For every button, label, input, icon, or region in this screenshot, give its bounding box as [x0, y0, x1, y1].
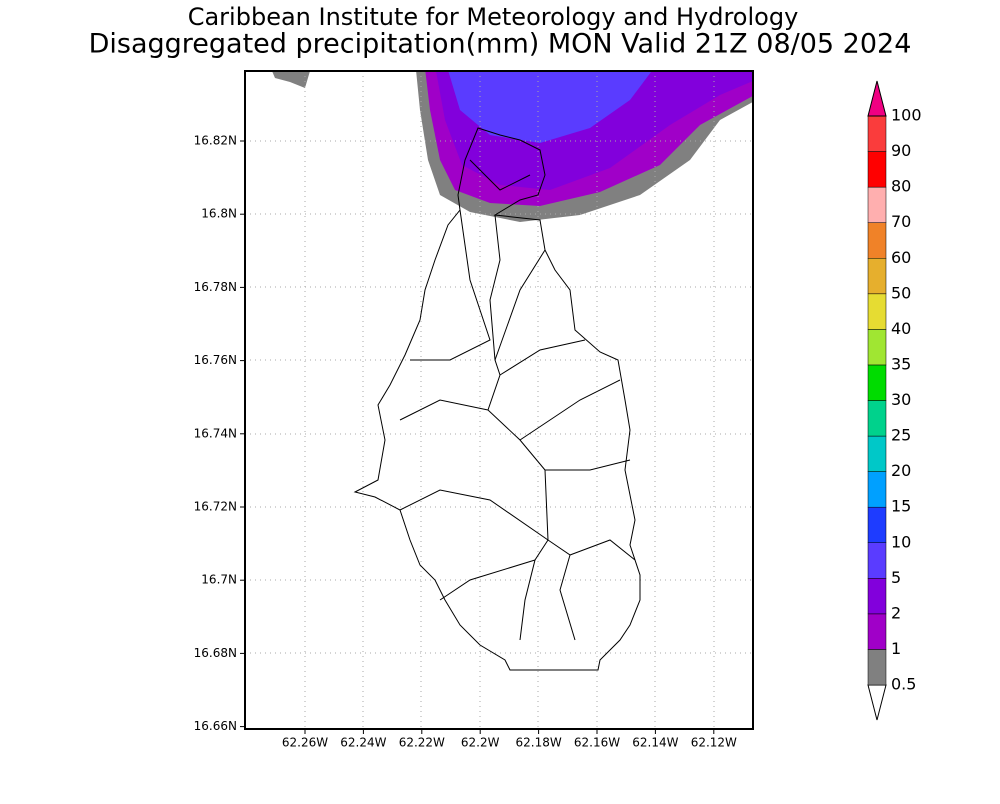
- shade-5: [448, 71, 652, 143]
- lon-label: 62.18W: [515, 736, 561, 750]
- colorbar-segment: [867, 293, 887, 330]
- colorbar-label: 10: [891, 532, 911, 551]
- lon-label: 62.22W: [399, 736, 445, 750]
- colorbar-label: 40: [891, 319, 911, 338]
- colorbar-label: 90: [891, 141, 911, 160]
- colorbar-segment: [867, 435, 887, 472]
- precipitation-shading: [272, 71, 753, 222]
- colorbar-label: 20: [891, 461, 911, 480]
- subtitle: Disaggregated precipitation(mm) MON Vali…: [89, 29, 912, 60]
- colorbar-label: 80: [891, 177, 911, 196]
- coastline: [353, 127, 641, 671]
- lat-label: 16.78N: [194, 280, 237, 294]
- colorbar-segment: [867, 471, 887, 508]
- lat-label: 16.66N: [194, 719, 237, 733]
- colorbar-label: 30: [891, 390, 911, 409]
- lon-label: 62.14W: [632, 736, 678, 750]
- colorbar-segment: [867, 578, 887, 615]
- colorbar-label: 1: [891, 639, 901, 658]
- colorbar-segment: [867, 613, 887, 650]
- lon-label: 62.26W: [282, 736, 328, 750]
- colorbar-segment: [867, 258, 887, 295]
- colorbar-segment: [867, 506, 887, 543]
- lat-label: 16.74N: [194, 426, 237, 440]
- island: [353, 127, 641, 671]
- lat-label: 16.72N: [194, 500, 237, 514]
- colorbar-label: 2: [891, 603, 901, 622]
- colorbar-segment: [867, 115, 887, 152]
- title: Caribbean Institute for Meteorology and …: [188, 3, 799, 31]
- map-frame: [244, 70, 754, 730]
- colorbar-segment: [867, 400, 887, 437]
- colorbar-label: 50: [891, 283, 911, 302]
- colorbar-label: 25: [891, 426, 911, 445]
- colorbar-label: 15: [891, 497, 911, 516]
- axes: 62.26W 62.24W 62.22W 62.2W 62.18W 62.16W 62.14…: [194, 134, 737, 750]
- colorbar-label: 100: [891, 106, 922, 125]
- lat-label: 16.7N: [201, 573, 237, 587]
- colorbar-label: 70: [891, 212, 911, 231]
- colorbar-label: 60: [891, 248, 911, 267]
- watershed: [399, 159, 636, 641]
- colorbar-label: 35: [891, 354, 911, 373]
- colorbar-segment: [867, 542, 887, 579]
- colorbar-segment: [867, 151, 887, 188]
- colorbar-segment: [867, 364, 887, 401]
- lat-label: 16.76N: [194, 353, 237, 367]
- lon-label: 62.2W: [461, 736, 500, 750]
- lon-label: 62.24W: [340, 736, 386, 750]
- lat-label: 16.68N: [194, 646, 237, 660]
- lon-label: 62.12W: [691, 736, 737, 750]
- shade-0-5: [272, 71, 310, 88]
- lon-label: 62.16W: [574, 736, 620, 750]
- colorbar-segment: [867, 222, 887, 259]
- colorbar-segment: [867, 186, 887, 223]
- colorbar-segment: [867, 329, 887, 366]
- watershed: [487, 214, 549, 641]
- lat-label: 16.82N: [194, 134, 237, 148]
- lat-label: 16.8N: [201, 207, 237, 221]
- colorbar-segment: [867, 649, 887, 686]
- colorbar-label: 5: [891, 568, 901, 587]
- colorbar-label: 0.5: [891, 675, 916, 694]
- colorbar-triangle: [867, 80, 887, 117]
